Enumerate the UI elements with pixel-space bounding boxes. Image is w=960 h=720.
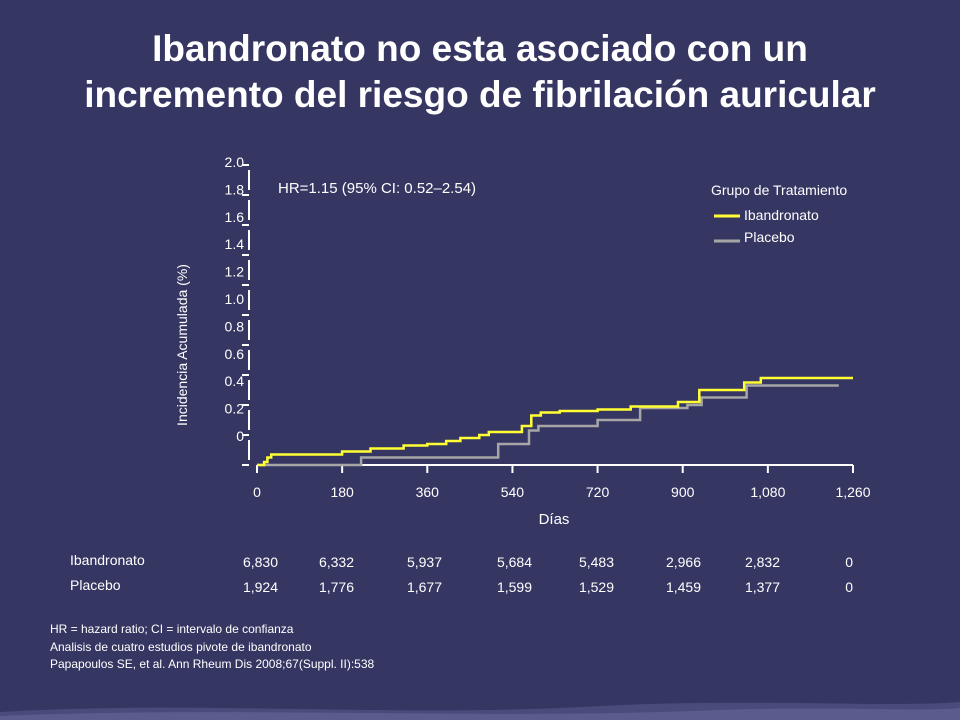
risk-cell: 5,937 bbox=[406, 554, 442, 570]
risk-row-label: Placebo bbox=[70, 577, 121, 593]
risk-cell: 2,966 bbox=[665, 554, 701, 570]
risk-row-label: Ibandronato bbox=[70, 552, 145, 568]
risk-cell: 1,776 bbox=[318, 579, 354, 595]
title-line-1: Ibandronato no esta asociado con un bbox=[152, 28, 808, 69]
y-tick-label: 0.4 bbox=[225, 373, 245, 389]
legend-label-placebo: Placebo bbox=[744, 229, 795, 245]
risk-cell: 0 bbox=[845, 554, 853, 570]
y-tick-label: 0.6 bbox=[225, 346, 245, 362]
y-tick-label: 0 bbox=[236, 428, 244, 444]
risk-cell: 1,529 bbox=[578, 579, 614, 595]
y-tick-label: 1.8 bbox=[225, 181, 245, 197]
y-tick-label: 1.2 bbox=[225, 264, 245, 280]
risk-cell: 2,832 bbox=[744, 554, 780, 570]
x-tick-label: 0 bbox=[253, 484, 261, 500]
legend: Grupo de Tratamiento Ibandronato Placebo bbox=[711, 182, 847, 245]
x-tick-label: 900 bbox=[671, 484, 695, 500]
x-axis-label: Días bbox=[539, 511, 570, 528]
decorative-wave bbox=[0, 702, 960, 720]
legend-title: Grupo de Tratamiento bbox=[711, 182, 847, 198]
risk-cell: 5,684 bbox=[496, 554, 532, 570]
footnotes: HR = hazard ratio; CI = intervalo de con… bbox=[50, 621, 374, 674]
footnote-3: Papapoulos SE, et al. Ann Rheum Dis 2008… bbox=[50, 657, 375, 671]
footnote-1: HR = hazard ratio; CI = intervalo de con… bbox=[50, 622, 294, 636]
y-axis-label: Incidencia Acumulada (%) bbox=[174, 264, 190, 426]
risk-cell: 1,459 bbox=[665, 579, 701, 595]
y-tick-label: 1.4 bbox=[225, 236, 245, 252]
risk-cell: 1,377 bbox=[744, 579, 780, 595]
hr-annotation: HR=1.15 (95% CI: 0.52–2.54) bbox=[278, 180, 476, 197]
risk-cell: 1,924 bbox=[242, 579, 278, 595]
x-tick-label: 540 bbox=[501, 484, 525, 500]
series-line-ibandronato bbox=[257, 376, 853, 467]
y-tick-label: 0.8 bbox=[225, 318, 245, 334]
y-tick-label: 1.6 bbox=[225, 209, 245, 225]
y-tick-label: 2.0 bbox=[225, 154, 245, 170]
footnote-2: Analisis de cuatro estudios pivote de ib… bbox=[50, 639, 312, 654]
risk-cell: 5,483 bbox=[578, 554, 614, 570]
x-tick-label: 180 bbox=[330, 484, 354, 500]
y-tick-label: 1.0 bbox=[225, 291, 245, 307]
risk-cell: 0 bbox=[845, 579, 853, 595]
y-tick-label: 0.2 bbox=[225, 401, 245, 417]
risk-cell: 1,677 bbox=[406, 579, 442, 595]
title-line-2: incremento del riesgo de fibrilación aur… bbox=[84, 74, 876, 115]
x-tick-label: 720 bbox=[586, 484, 610, 500]
risk-cell: 1,599 bbox=[496, 579, 532, 595]
x-tick-label: 1,260 bbox=[835, 484, 870, 500]
series-line-placebo bbox=[257, 384, 839, 467]
x-tick-label: 360 bbox=[416, 484, 440, 500]
risk-cell: 6,332 bbox=[318, 554, 354, 570]
risk-cell: 6,830 bbox=[242, 554, 278, 570]
x-tick-label: 1,080 bbox=[750, 484, 785, 500]
slide-title: Ibandronato no esta asociado con un incr… bbox=[0, 26, 960, 118]
legend-label-ibandronato: Ibandronato bbox=[744, 207, 819, 223]
